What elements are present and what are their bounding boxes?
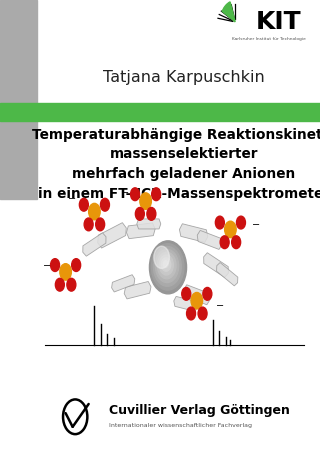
- Circle shape: [198, 307, 207, 320]
- Polygon shape: [180, 224, 208, 242]
- Polygon shape: [197, 230, 222, 250]
- Circle shape: [220, 236, 229, 249]
- Text: KIT: KIT: [256, 10, 302, 34]
- Bar: [0, 103, 320, 121]
- Bar: [0, 0, 37, 199]
- Polygon shape: [184, 285, 210, 305]
- Circle shape: [236, 216, 245, 229]
- Circle shape: [154, 246, 169, 268]
- Circle shape: [159, 255, 173, 275]
- Circle shape: [191, 292, 203, 309]
- Circle shape: [100, 198, 109, 211]
- Text: in einem FT- ICR-Massenspektrometer: in einem FT- ICR-Massenspektrometer: [38, 187, 320, 201]
- Text: Temperaturabhängige Reaktionskinetik: Temperaturabhängige Reaktionskinetik: [32, 128, 320, 142]
- Wedge shape: [222, 2, 235, 22]
- Circle shape: [154, 247, 181, 286]
- Polygon shape: [83, 233, 106, 256]
- Circle shape: [140, 193, 151, 209]
- Text: Internationaler wissenschaftlicher Fachverlag: Internationaler wissenschaftlicher Fachv…: [109, 423, 252, 427]
- Circle shape: [55, 278, 64, 291]
- Circle shape: [182, 287, 191, 300]
- Circle shape: [156, 250, 179, 282]
- Text: Karlsruher Institut für Technologie: Karlsruher Institut für Technologie: [232, 37, 306, 41]
- Circle shape: [84, 218, 93, 231]
- Polygon shape: [112, 275, 135, 292]
- Circle shape: [225, 221, 236, 238]
- Polygon shape: [204, 253, 228, 277]
- Circle shape: [164, 261, 168, 267]
- Text: −: −: [252, 220, 260, 230]
- Polygon shape: [174, 297, 197, 311]
- Circle shape: [162, 258, 171, 271]
- Polygon shape: [98, 223, 126, 248]
- Circle shape: [152, 188, 161, 201]
- Circle shape: [67, 278, 76, 291]
- Circle shape: [60, 264, 71, 280]
- Text: −: −: [68, 194, 76, 204]
- Circle shape: [79, 198, 88, 211]
- Polygon shape: [124, 282, 151, 299]
- Circle shape: [147, 207, 156, 220]
- Circle shape: [215, 216, 224, 229]
- Circle shape: [203, 287, 212, 300]
- Text: Tatjana Karpuschkin: Tatjana Karpuschkin: [103, 70, 265, 85]
- Circle shape: [149, 241, 187, 294]
- Circle shape: [72, 259, 81, 271]
- Polygon shape: [126, 223, 155, 239]
- Circle shape: [187, 307, 196, 320]
- Polygon shape: [217, 262, 238, 286]
- Text: Cuvillier Verlag Göttingen: Cuvillier Verlag Göttingen: [109, 404, 290, 417]
- Text: massenselektierter: massenselektierter: [110, 148, 258, 161]
- Circle shape: [232, 236, 241, 249]
- Circle shape: [131, 188, 140, 201]
- Circle shape: [89, 203, 100, 220]
- Text: mehrfach geladener Anionen: mehrfach geladener Anionen: [72, 167, 296, 181]
- Polygon shape: [137, 219, 161, 229]
- Text: −: −: [43, 261, 52, 271]
- Circle shape: [135, 207, 144, 220]
- Text: −: −: [121, 188, 130, 198]
- Circle shape: [51, 259, 60, 271]
- Circle shape: [96, 218, 105, 231]
- Circle shape: [151, 244, 184, 290]
- Circle shape: [157, 252, 176, 279]
- Text: −: −: [216, 301, 224, 311]
